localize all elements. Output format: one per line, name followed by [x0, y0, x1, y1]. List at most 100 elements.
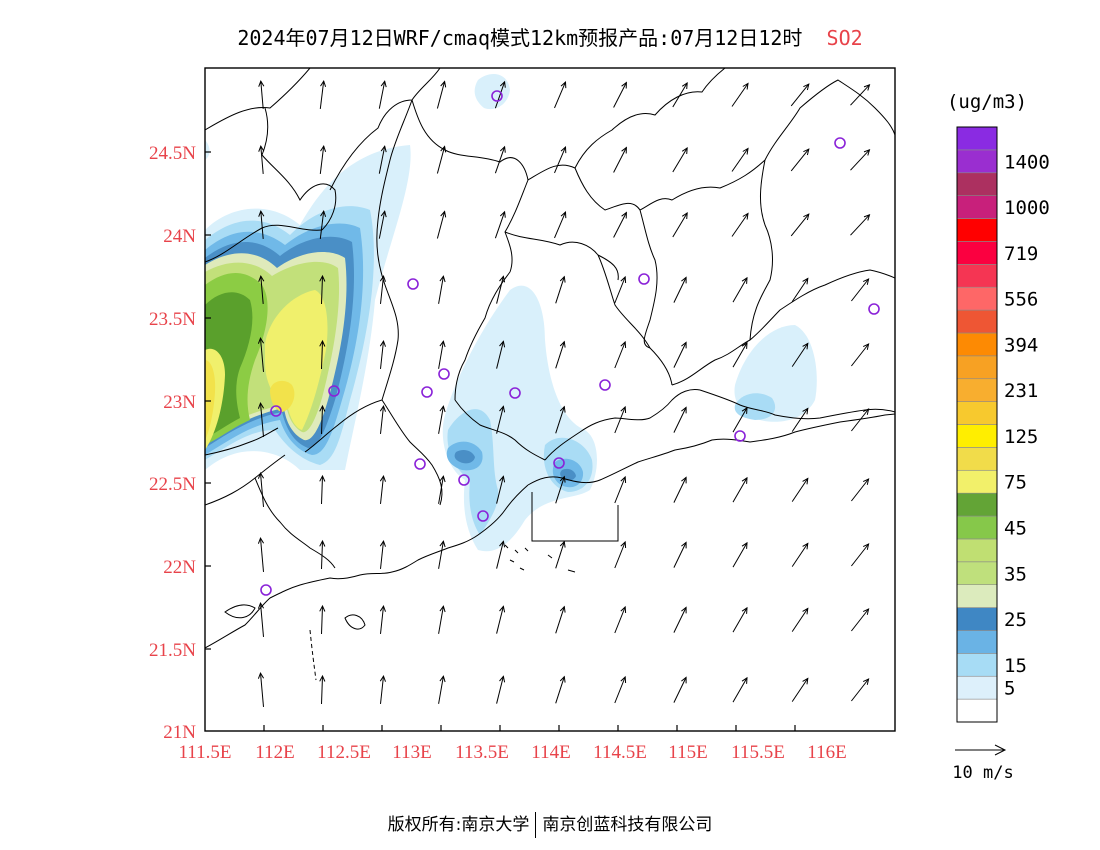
wind-arrowhead	[620, 605, 627, 614]
wind-arrowhead	[439, 340, 446, 348]
wind-arrowhead	[620, 405, 627, 414]
wind-arrowhead	[379, 339, 386, 347]
border-line	[671, 269, 895, 386]
wind-legend-label: 10 m/s	[952, 763, 1013, 783]
wind-arrowhead	[439, 475, 446, 483]
wind-arrowhead	[379, 274, 386, 282]
boundary-lines	[205, 68, 895, 681]
border-line	[574, 159, 766, 211]
wind-arrowhead	[862, 543, 870, 550]
wind-arrow	[614, 476, 626, 504]
lon-tick-label: 115.5E	[731, 742, 785, 763]
wind-arrowhead	[499, 540, 506, 548]
city-marker	[599, 379, 611, 391]
lon-tick-label: 113E	[392, 742, 431, 763]
wind-arrow	[850, 149, 870, 171]
wind-arrowhead	[620, 540, 627, 549]
border-line	[381, 399, 443, 506]
wind-arrowhead	[499, 475, 506, 483]
wind-arrow	[494, 81, 506, 109]
wind-arrowhead	[439, 540, 446, 548]
wind-legend-arrowhead	[994, 744, 1007, 756]
wind-arrowhead	[499, 210, 506, 218]
wind-arrowhead	[863, 148, 871, 156]
colorbar-swatch	[956, 264, 998, 288]
colorbar-swatch	[956, 538, 998, 563]
plume-central-l3	[454, 449, 475, 464]
colorbar-swatch	[956, 698, 998, 723]
wind-arrow	[496, 476, 504, 504]
colorbar-label: 5	[1004, 678, 1015, 700]
wind-arrow	[673, 342, 687, 368]
plume-central-l1	[447, 409, 499, 535]
wind-arrowhead	[741, 476, 748, 484]
wind-arrow	[260, 276, 264, 304]
city-marker	[638, 273, 650, 285]
city-marker	[438, 368, 450, 380]
wind-arrowhead	[440, 145, 447, 153]
wind-arrowhead	[741, 676, 748, 684]
wind-arrowhead	[560, 146, 567, 154]
wind-arrowhead	[499, 275, 506, 283]
wind-arrowhead	[257, 471, 265, 479]
colorbar-swatch	[956, 241, 998, 265]
wind-arrow	[378, 211, 386, 239]
border-line	[304, 399, 383, 453]
wind-arrowhead	[803, 213, 810, 221]
wind-arrowhead	[621, 81, 627, 89]
wind-arrowhead	[559, 675, 566, 683]
wind-arrowhead	[319, 604, 326, 612]
colorbar-swatch	[956, 401, 998, 425]
colorbar-swatch	[956, 675, 998, 700]
city-marker	[414, 458, 426, 470]
wind-arrow	[436, 211, 446, 239]
wind-arrowhead	[319, 474, 326, 482]
wind-arrow	[614, 541, 626, 569]
wind-arrowhead	[620, 475, 627, 484]
wind-arrow	[672, 212, 688, 238]
wind-arrowhead	[380, 145, 387, 153]
wind-arrow	[555, 341, 565, 369]
wind-arrowhead	[742, 212, 749, 220]
wind-arrow	[673, 407, 687, 433]
wind-arrow	[555, 476, 565, 504]
wind-arrow	[496, 341, 504, 369]
colorbar-swatch	[956, 309, 998, 334]
wind-arrow	[319, 146, 325, 174]
wind-arrowhead	[803, 83, 810, 91]
wind-arrowhead	[559, 275, 566, 283]
island-line	[344, 614, 366, 630]
colorbar-swatch	[956, 653, 998, 677]
wind-arrowhead	[439, 605, 446, 613]
border-line	[749, 159, 773, 341]
colorbar-label: 15	[1004, 655, 1027, 677]
wind-arrow	[614, 676, 626, 704]
wind-arrowhead	[621, 146, 627, 154]
wind-arrow	[438, 276, 444, 304]
wind-arrow	[732, 407, 748, 433]
wind-arrow	[791, 678, 809, 702]
wind-arrowhead	[863, 83, 871, 91]
wind-arrowhead	[681, 276, 687, 284]
border-line	[504, 231, 619, 281]
colorbar-label: 25	[1004, 609, 1027, 631]
wind-arrow	[494, 146, 506, 174]
wind-arrow	[790, 213, 810, 237]
wind-arrow	[732, 477, 748, 503]
lon-tick-label: 112.5E	[317, 742, 371, 763]
wind-arrow	[731, 83, 749, 107]
wind-arrow	[732, 607, 748, 633]
wind-arrow	[438, 341, 444, 369]
title-text: 2024年07月12日WRF/cmaq模式12km预报产品:07月12日12时	[237, 26, 803, 50]
wind-arrow	[260, 403, 264, 437]
wind-arrowhead	[559, 475, 566, 483]
wind-arrow	[555, 606, 565, 634]
colorbar-swatch	[956, 469, 998, 494]
city-marker	[734, 430, 746, 442]
wind-arrow	[494, 211, 506, 239]
colorbar-label: 1400	[1004, 151, 1050, 173]
wind-arrow	[732, 542, 748, 568]
wind-arrow	[673, 277, 687, 303]
border-line	[544, 389, 701, 461]
border-line	[454, 271, 511, 401]
